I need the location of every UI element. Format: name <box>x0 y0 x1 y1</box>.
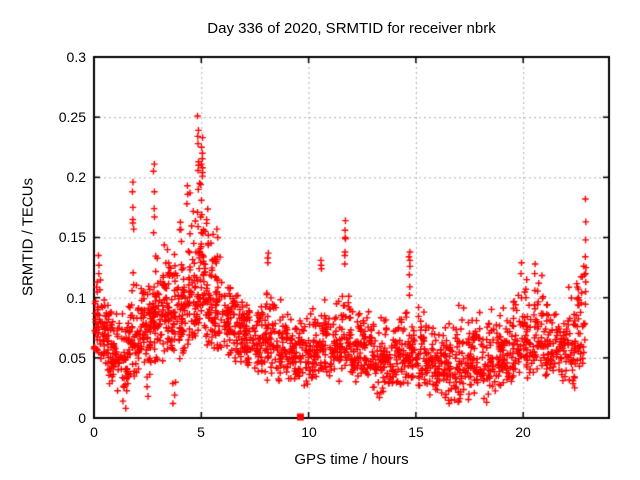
y-tick-label: 0.25 <box>58 109 86 125</box>
y-tick-label: 0.2 <box>66 169 86 185</box>
y-axis-label: SRMTID / TECUs <box>19 177 37 297</box>
x-tick-label: 10 <box>301 424 317 440</box>
y-tick-label: 0.15 <box>58 229 86 245</box>
y-tick-label: 0.1 <box>66 290 86 306</box>
y-tick-label: 0.05 <box>58 350 86 366</box>
x-axis-label: GPS time / hours <box>294 451 409 468</box>
x-tick-label: 5 <box>197 424 205 440</box>
y-tick-label: 0 <box>78 410 86 426</box>
y-tick-label: 0.3 <box>66 49 86 65</box>
x-tick-label: 15 <box>408 424 424 440</box>
chart-title: Day 336 of 2020, SRMTID for receiver nbr… <box>207 20 496 37</box>
x-tick-label: 0 <box>90 424 98 440</box>
x-tick-label: 20 <box>515 424 531 440</box>
